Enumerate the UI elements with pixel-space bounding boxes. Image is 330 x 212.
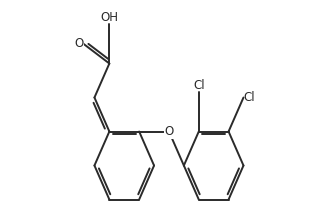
- Text: Cl: Cl: [193, 79, 205, 92]
- Text: Cl: Cl: [244, 91, 255, 104]
- Text: O: O: [74, 37, 83, 50]
- Text: OH: OH: [100, 11, 118, 24]
- Text: O: O: [164, 125, 174, 138]
